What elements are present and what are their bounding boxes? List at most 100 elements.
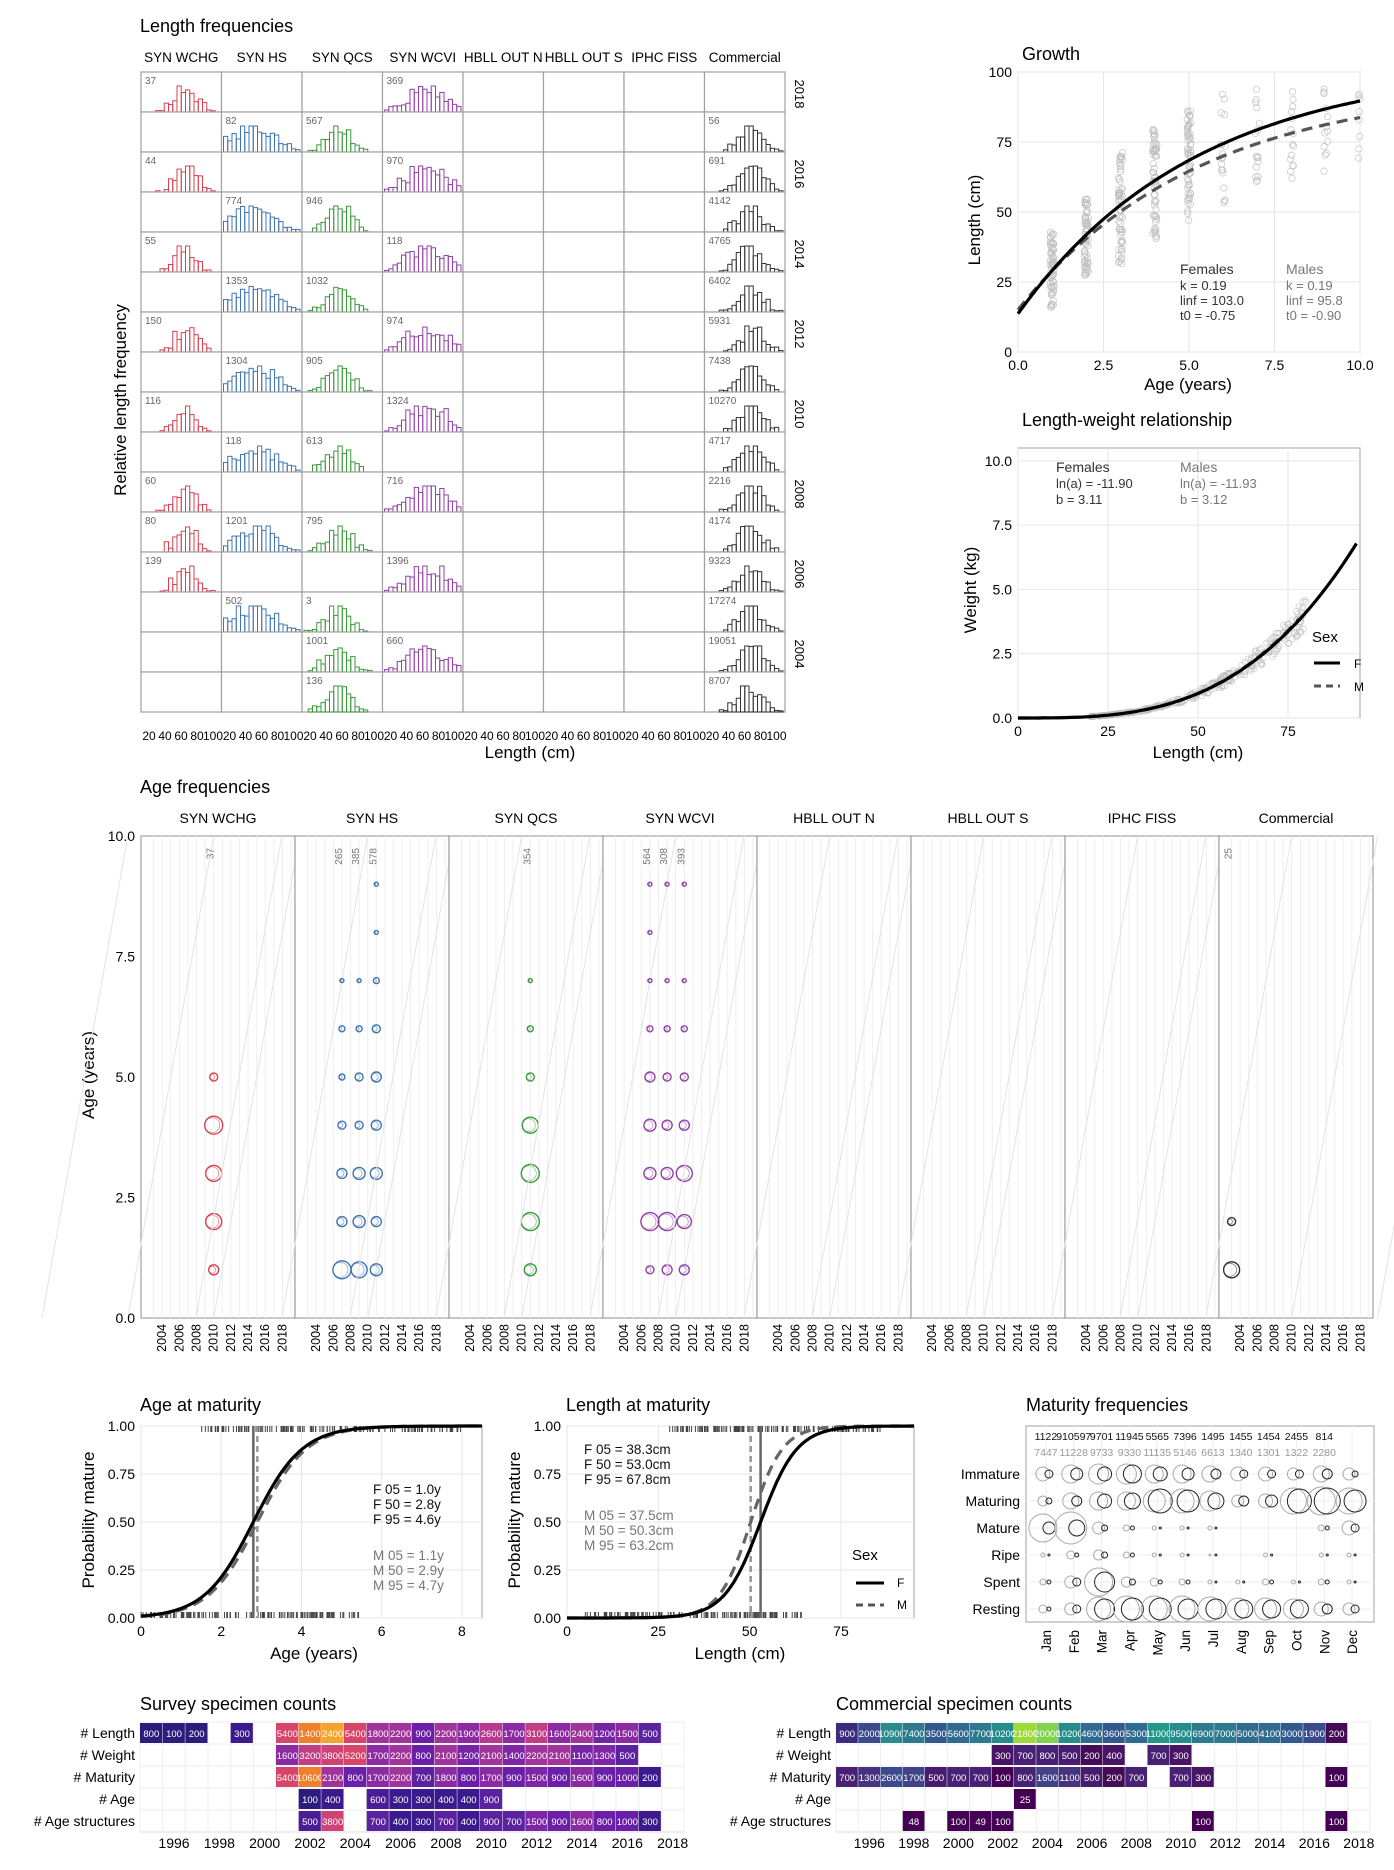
af-bubble-inner bbox=[338, 1026, 343, 1031]
growth-point bbox=[1324, 137, 1332, 145]
af-xtick: 2008 bbox=[498, 1324, 512, 1352]
mf-count-label-grey: 1301 bbox=[1257, 1447, 1281, 1459]
lw-point bbox=[1263, 639, 1271, 647]
af-cohort-line bbox=[657, 835, 745, 1319]
mf-bubble-male bbox=[1341, 1520, 1357, 1536]
lf-tick-label: 20 bbox=[142, 729, 156, 743]
sc-plot-cell bbox=[389, 1745, 412, 1765]
lf-facet bbox=[462, 151, 545, 193]
lf-survey-label: HBLL OUT N bbox=[464, 50, 543, 65]
lf-count-label: 974 bbox=[387, 316, 404, 327]
growth-point bbox=[1118, 236, 1126, 245]
mf-bubble-female bbox=[1325, 1553, 1329, 1557]
growth-point bbox=[1049, 278, 1058, 286]
cc-plot-year-label: 2010 bbox=[1165, 1835, 1196, 1851]
mf-bubble-male bbox=[1230, 1466, 1246, 1482]
mf-bubble-male bbox=[1317, 1578, 1325, 1586]
sc-plot-cell bbox=[412, 1811, 435, 1831]
mf-bubble-female bbox=[1313, 1487, 1341, 1515]
growth-point bbox=[1151, 198, 1160, 206]
sc-plot-cell bbox=[412, 1745, 435, 1765]
mf-bubble-female bbox=[1123, 1492, 1141, 1510]
mf-bubble-female bbox=[1047, 1553, 1051, 1557]
mf-bubble-male bbox=[1062, 1492, 1080, 1510]
lf-facet bbox=[462, 431, 545, 473]
sc-plot-cell-label: 1600 bbox=[571, 1773, 592, 1784]
lf-facet bbox=[301, 231, 384, 273]
mf-bubble-female bbox=[1214, 1580, 1218, 1584]
af-xtick: 2010 bbox=[361, 1324, 375, 1352]
sc-plot-cell-label: 900 bbox=[551, 1773, 567, 1784]
sc-plot-cell-label: 1600 bbox=[277, 1751, 298, 1762]
growth-point bbox=[1150, 133, 1158, 141]
growth-point bbox=[1116, 162, 1124, 171]
mf-bubble-female bbox=[1157, 1579, 1163, 1585]
af-xtick: 2014 bbox=[703, 1324, 717, 1352]
lf-bar bbox=[765, 701, 771, 713]
growth-point bbox=[1118, 259, 1126, 268]
af-cohort-line bbox=[589, 835, 677, 1319]
af-cohort-line bbox=[435, 835, 523, 1319]
af-xtick: 2006 bbox=[326, 1324, 340, 1352]
sc-plot-cell bbox=[548, 1811, 571, 1831]
mf-bubble-female bbox=[1242, 1580, 1246, 1584]
sc-plot-row-label: # Age bbox=[99, 1791, 135, 1807]
lf-tick-label: 40 bbox=[319, 729, 333, 743]
mf-bubble-male bbox=[1235, 1579, 1241, 1585]
lf-tick-label: 40 bbox=[480, 729, 494, 743]
sc-plot-cell-label: 3800 bbox=[322, 1817, 343, 1828]
length-frequencies-panel: Length frequencies Relative length frequ… bbox=[111, 16, 807, 762]
cc-plot-cell bbox=[858, 1767, 880, 1787]
lf-tick-label: 20 bbox=[464, 729, 478, 743]
lf-tick-label: 20 bbox=[625, 729, 639, 743]
af-cohort-line bbox=[281, 835, 369, 1319]
af-xtick: 2004 bbox=[771, 1324, 785, 1352]
mf-bubble-male bbox=[1207, 1525, 1213, 1531]
mf-bubble-male bbox=[1144, 1464, 1164, 1484]
growth-point bbox=[1115, 217, 1123, 225]
growth-point bbox=[1150, 197, 1159, 205]
lf-facet bbox=[301, 471, 384, 513]
sc-plot-cell-label: 2200 bbox=[390, 1751, 411, 1762]
lf-tick-label: 100 bbox=[203, 729, 223, 743]
sc-plot-cell-label: 400 bbox=[438, 1795, 454, 1806]
growth-point bbox=[1150, 168, 1158, 177]
lf-tick-label: 60 bbox=[416, 729, 430, 743]
cc-plot-cell-label: 5000 bbox=[1237, 1729, 1258, 1740]
sc-plot-cell bbox=[434, 1745, 457, 1765]
af-cohort-line bbox=[195, 835, 283, 1319]
lf-year-label: 2006 bbox=[792, 560, 807, 589]
growth-point bbox=[1252, 99, 1260, 107]
lf-facet bbox=[381, 431, 464, 473]
cc-plot-cell-label: 100 bbox=[950, 1817, 966, 1828]
mf-bubble-female bbox=[1321, 1603, 1333, 1615]
growth-point bbox=[1117, 212, 1125, 220]
cc-plot-cell bbox=[1325, 1723, 1348, 1743]
cc-plot-cell-label: 800 bbox=[1039, 1751, 1055, 1762]
af-count-label: 393 bbox=[676, 848, 687, 865]
af-cohort-line bbox=[965, 835, 1053, 1319]
lf-count-label: 80 bbox=[145, 516, 157, 527]
growth-point bbox=[1048, 260, 1057, 268]
sc-plot-row-label: # Weight bbox=[80, 1747, 135, 1763]
lf-bar bbox=[350, 697, 356, 713]
growth-male-t0: t0 = -0.90 bbox=[1286, 308, 1341, 323]
mf-bubble-female bbox=[1262, 1599, 1282, 1619]
mf-bubble-male bbox=[1088, 1463, 1110, 1485]
growth-point bbox=[1320, 143, 1328, 151]
lf-facet bbox=[462, 191, 545, 233]
lf-facet bbox=[623, 671, 706, 713]
lf-facet bbox=[220, 631, 303, 673]
growth-point bbox=[1117, 245, 1126, 254]
af-xtick: 2016 bbox=[874, 1324, 888, 1352]
sc-plot-cell bbox=[525, 1811, 548, 1831]
af-survey-label: SYN WCVI bbox=[645, 810, 714, 826]
af-bubble-inner bbox=[354, 1122, 361, 1129]
sc-plot-cell bbox=[276, 1723, 299, 1743]
lm-female-curve bbox=[567, 1424, 914, 1620]
growth-point bbox=[1184, 189, 1192, 198]
cc-plot-cell bbox=[1014, 1745, 1036, 1765]
lf-facet bbox=[542, 111, 625, 153]
lf-tick-label: 100 bbox=[364, 729, 384, 743]
sc-plot-cell bbox=[321, 1767, 344, 1787]
